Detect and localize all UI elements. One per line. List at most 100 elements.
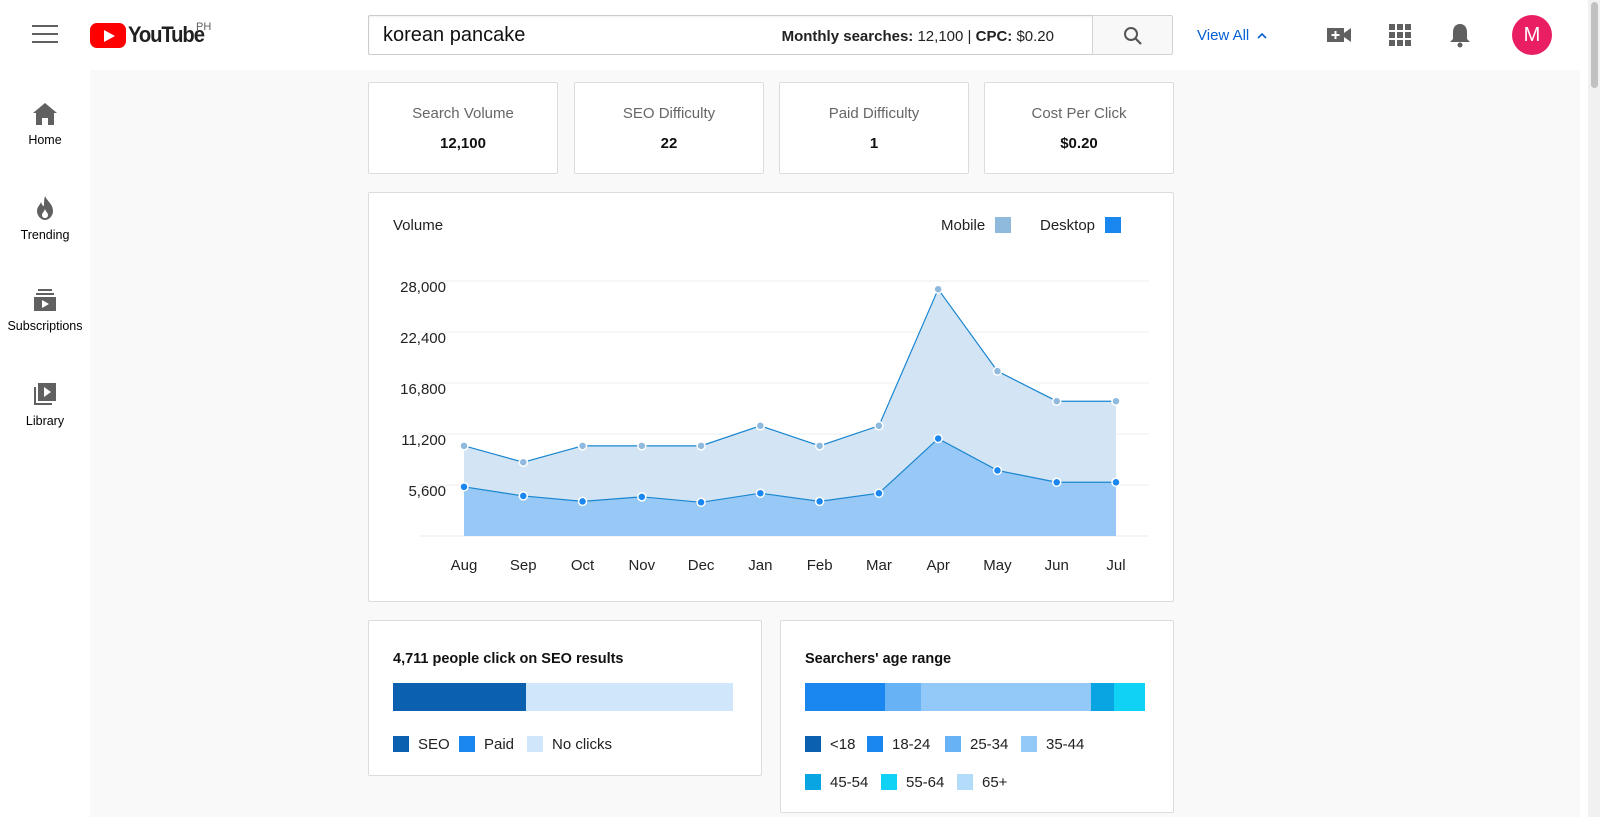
legend-desktop[interactable]: Desktop [1040, 217, 1122, 234]
x-tick-label: Nov [628, 557, 655, 574]
stat-value: 22 [660, 135, 678, 152]
flame-icon [37, 196, 53, 220]
y-tick-label: 11,200 [401, 432, 446, 449]
monthly-searches-value: 12,100 [917, 28, 964, 45]
point-desktop [755, 488, 766, 498]
youtube-logo[interactable]: YouTube [90, 22, 210, 48]
bar-segment [1090, 683, 1115, 711]
library-icon [34, 383, 56, 405]
search-meta: Monthly searches: 12,100 | CPC: $0.20 [782, 28, 1054, 45]
point-mobile [992, 366, 1003, 376]
legend-label: <18 [830, 736, 856, 753]
cpc-value: $0.20 [1016, 28, 1054, 45]
sidebar-item-home[interactable]: Home [0, 86, 90, 160]
bar-segment [1114, 683, 1145, 711]
meta-separator: | [967, 28, 972, 45]
point-mobile [577, 441, 588, 451]
legend-swatch [805, 774, 821, 790]
legend-age-25-34: 25-34 [945, 736, 1008, 753]
point-mobile [1051, 396, 1062, 406]
chart-title: Volume [393, 217, 444, 234]
bar-segment [884, 683, 921, 711]
scrollbar-thumb[interactable] [1591, 2, 1598, 88]
line-mobile [463, 287, 1116, 463]
point-desktop [696, 497, 706, 508]
point-mobile [874, 421, 884, 431]
sidebar-item-trending[interactable]: Trending [0, 179, 90, 253]
x-tick-label: Apr [927, 557, 950, 574]
bar-segment [393, 683, 526, 711]
apps-icon[interactable] [1387, 22, 1413, 48]
y-tick-label: 28,000 [400, 279, 446, 296]
legend-age-18-24: 18-24 [867, 736, 930, 753]
legend-swatch [393, 736, 409, 752]
search-box[interactable]: Monthly searches: 12,100 | CPC: $0.20 [368, 15, 1094, 55]
point-mobile [637, 441, 647, 451]
stat-value: 1 [869, 135, 879, 152]
legend-swatch [867, 736, 883, 752]
subscriptions-icon [34, 289, 56, 311]
stat-card-paid-difficulty: Paid Difficulty 1 [779, 82, 969, 174]
x-tick-label: Sep [510, 557, 537, 574]
x-tick-label: Oct [571, 557, 595, 574]
point-desktop [933, 433, 943, 444]
legend-age-55-64: 55-64 [881, 774, 944, 791]
avatar[interactable]: M [1512, 15, 1552, 55]
x-tick-label: Jun [1045, 557, 1069, 574]
home-icon [33, 103, 57, 125]
x-tick-label: Jul [1106, 557, 1125, 574]
area-desktop [464, 438, 1116, 536]
sidebar-item-library[interactable]: Library [0, 365, 90, 439]
stat-value: 12,100 [440, 135, 486, 152]
search-input[interactable] [383, 24, 763, 47]
country-code: PH [196, 21, 212, 33]
search-button[interactable] [1092, 15, 1173, 55]
bar-segment [805, 683, 885, 711]
point-mobile [755, 421, 766, 431]
legend-swatch [805, 736, 821, 752]
legend-swatch [945, 736, 961, 752]
legend-label: 65+ [982, 774, 1008, 791]
y-tick-label: 22,400 [400, 330, 446, 347]
stat-label: Cost Per Click [1031, 105, 1127, 122]
y-tick-label: 16,800 [400, 381, 446, 398]
legend-paid: Paid [459, 736, 514, 753]
scrollbar-track[interactable] [1588, 0, 1600, 817]
stat-card-search-volume: Search Volume 12,100 [368, 82, 558, 174]
seo-clicks-bar [393, 683, 733, 711]
point-desktop [637, 492, 647, 502]
legend-label: 45-54 [830, 774, 869, 791]
legend-mobile[interactable]: Mobile [941, 217, 1012, 234]
point-desktop [459, 482, 469, 492]
view-all-link[interactable]: View All [1197, 27, 1268, 44]
menu-icon[interactable] [32, 25, 58, 45]
x-tick-label: Aug [451, 557, 478, 574]
create-video-icon[interactable] [1326, 22, 1352, 48]
legend-no-clicks: No clicks [527, 736, 612, 753]
line-desktop [463, 437, 1116, 503]
legend-age-65p: 65+ [957, 774, 1007, 791]
point-mobile [814, 441, 825, 451]
point-mobile [1111, 396, 1121, 406]
monthly-searches-label: Monthly searches: [781, 28, 914, 45]
sidebar-item-subscriptions[interactable]: Subscriptions [0, 272, 90, 346]
logo-text: YouTube [128, 22, 205, 47]
stat-card-cost-per-click: Cost Per Click $0.20 [984, 82, 1174, 174]
top-bar: YouTube PH Monthly searches: 12,100 | CP… [0, 0, 1600, 70]
notifications-icon[interactable] [1447, 22, 1473, 48]
point-desktop [1111, 477, 1121, 488]
stat-value: $0.20 [1060, 135, 1098, 152]
sidebar: Home Trending Subscriptions Library [0, 70, 90, 817]
legend-swatch [527, 736, 543, 752]
point-mobile [933, 284, 943, 294]
y-tick-label: 5,600 [408, 483, 446, 500]
point-mobile [459, 441, 469, 451]
seo-clicks-title: 4,711 people click on SEO results [393, 651, 624, 667]
legend-age-45-54: 45-54 [805, 774, 868, 791]
stat-label: Search Volume [412, 105, 514, 122]
sidebar-item-label: Library [25, 414, 65, 428]
legend-swatch [957, 774, 973, 790]
sidebar-item-label: Home [28, 133, 62, 147]
view-all-label: View All [1197, 27, 1250, 44]
seo-clicks-card: 4,711 people click on SEO results SEO Pa… [368, 620, 762, 776]
